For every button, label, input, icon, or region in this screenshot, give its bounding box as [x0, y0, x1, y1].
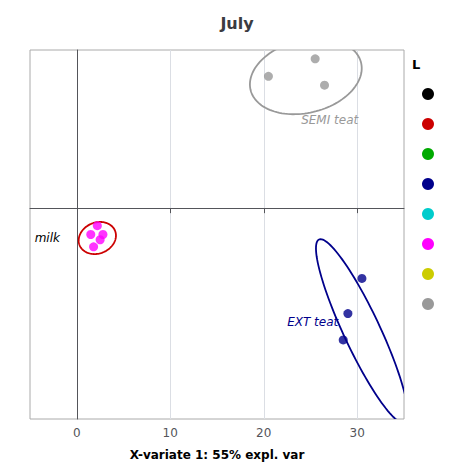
svg-text:SEMI teat: SEMI teat [301, 113, 359, 127]
svg-text:10: 10 [163, 426, 178, 440]
svg-text:0: 0 [73, 426, 81, 440]
svg-text:milk: milk [35, 231, 61, 245]
svg-text:X-variate 1: 55% expl. var: X-variate 1: 55% expl. var [130, 448, 305, 462]
svg-text:20: 20 [256, 426, 271, 440]
svg-text:L: L [412, 57, 420, 72]
svg-text:30: 30 [350, 426, 365, 440]
svg-text:EXT teat: EXT teat [287, 315, 339, 329]
svg-text:July: July [219, 14, 254, 33]
